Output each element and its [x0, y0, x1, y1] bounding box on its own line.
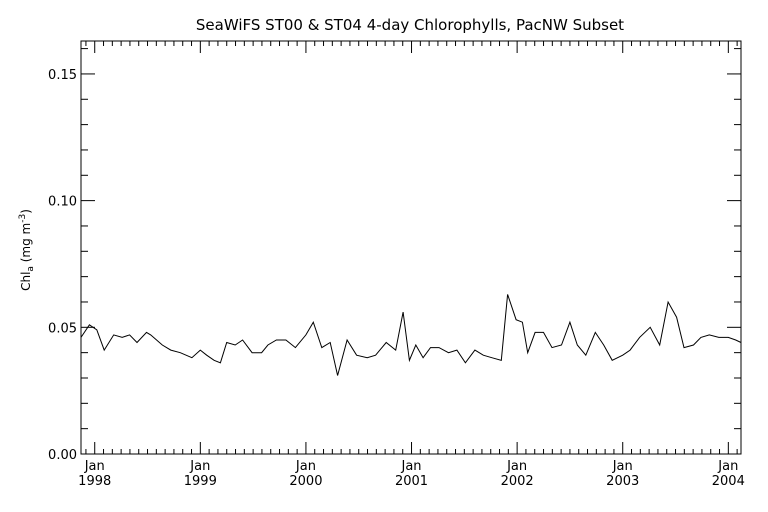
- y-axis-label: Chla (mg m-3): [18, 209, 36, 291]
- x-tick-month: Jan: [84, 459, 105, 474]
- y-axis-label-units: (mg m: [19, 223, 33, 266]
- x-tick-month: Jan: [295, 459, 316, 474]
- x-tick-year: 2000: [289, 474, 322, 489]
- y-tick-label: 0.00: [48, 448, 77, 463]
- y-axis-label-prefix: Chl: [19, 272, 33, 291]
- y-tick-label: 0.10: [48, 195, 77, 210]
- x-tick-month: Jan: [506, 459, 527, 474]
- x-tick-year: 1999: [184, 474, 217, 489]
- x-tick-year: 2004: [712, 474, 745, 489]
- plot-frame: [80, 40, 742, 455]
- x-tick-month: Jan: [717, 459, 738, 474]
- x-tick-year: 1998: [78, 474, 111, 489]
- y-axis-label-close: ): [19, 209, 33, 214]
- y-axis-label-subscript: a: [26, 266, 36, 272]
- x-tick-year: 2002: [501, 474, 534, 489]
- x-tick-month: Jan: [401, 459, 422, 474]
- y-axis-label-superscript: -3: [18, 214, 28, 223]
- x-tick-month: Jan: [612, 459, 633, 474]
- series-line: [80, 294, 742, 376]
- x-tick-year: 2001: [395, 474, 428, 489]
- chart-title: SeaWiFS ST00 & ST04 4-day Chlorophylls, …: [196, 16, 624, 34]
- y-tick-label: 0.05: [48, 321, 77, 336]
- x-tick-year: 2003: [606, 474, 639, 489]
- y-tick-label: 0.15: [48, 68, 77, 83]
- series-group: [80, 294, 742, 376]
- x-tick-month: Jan: [189, 459, 210, 474]
- axis-ticks: 0.000.050.100.15Jan1998Jan1999Jan2000Jan…: [48, 41, 745, 489]
